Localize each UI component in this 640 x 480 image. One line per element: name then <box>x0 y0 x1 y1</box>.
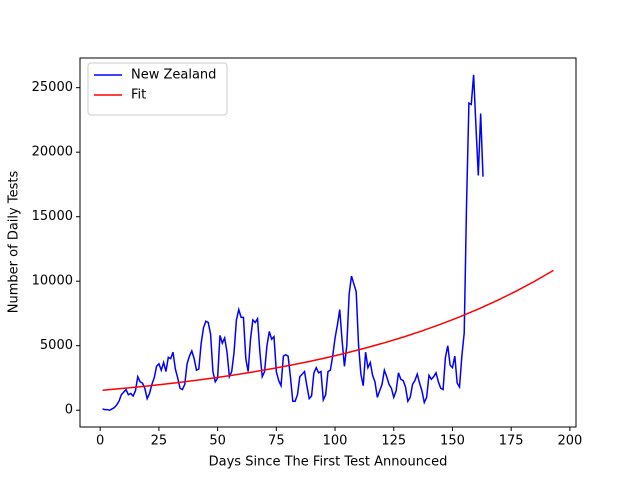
series-line <box>102 74 484 412</box>
x-tick-label: 0 <box>96 434 104 449</box>
legend-box <box>87 62 228 116</box>
series-line <box>102 269 554 391</box>
x-tick-label: 100 <box>323 434 348 449</box>
x-axis-label: Days Since The First Test Announced <box>209 455 448 470</box>
x-tick-label: 150 <box>440 434 465 449</box>
y-tick-label: 15000 <box>32 209 73 224</box>
legend-label: Fit <box>131 88 146 103</box>
y-tick-label: 5000 <box>40 338 73 353</box>
x-tick-label: 50 <box>209 434 226 449</box>
y-tick-label: 20000 <box>32 145 73 160</box>
y-axis-label: Number of Daily Tests <box>7 171 22 314</box>
plot-frame <box>79 57 577 428</box>
x-tick-label: 125 <box>381 434 406 449</box>
y-tick-label: 0 <box>65 403 73 418</box>
x-tick-label: 175 <box>499 434 524 449</box>
y-tick-label: 10000 <box>32 274 73 289</box>
legend-label: New Zealand <box>131 68 216 83</box>
x-tick-label: 75 <box>268 434 285 449</box>
y-tick-label: 25000 <box>32 80 73 95</box>
x-tick-label: 200 <box>557 434 582 449</box>
x-tick-label: 25 <box>151 434 168 449</box>
